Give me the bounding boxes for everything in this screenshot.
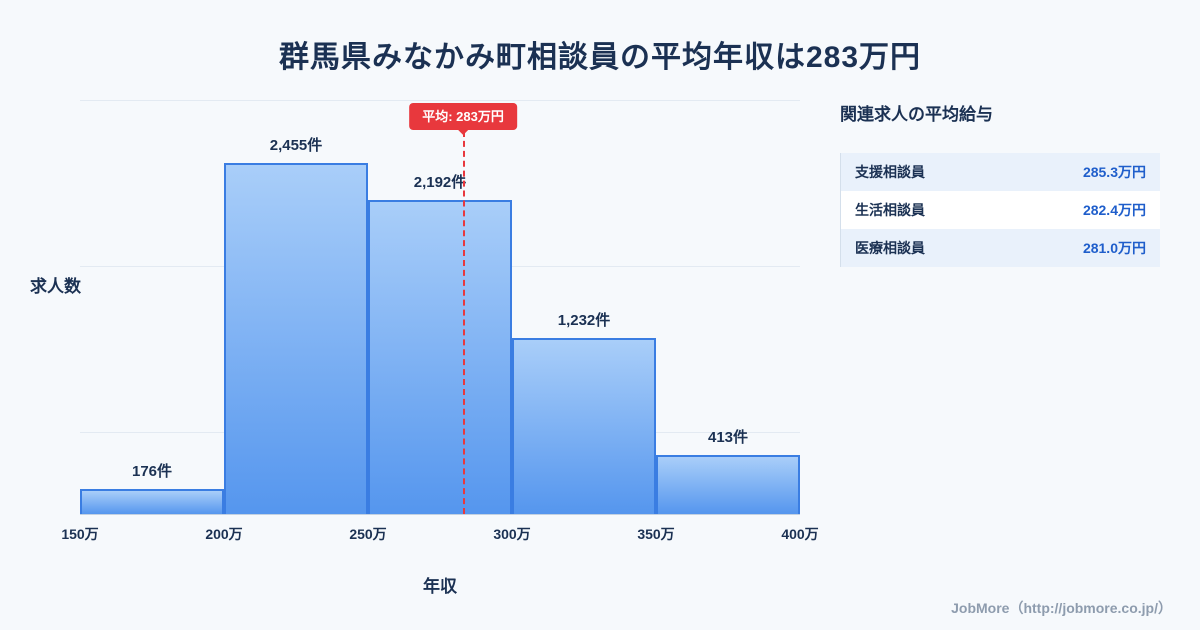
- x-axis-label: 年収: [423, 577, 457, 596]
- x-tick-label: 350万: [637, 526, 675, 542]
- salary-table: 支援相談員 285.3万円生活相談員 282.4万円医療相談員 281.0万円: [840, 153, 1160, 267]
- salary-row-label: 医療相談員: [855, 240, 925, 256]
- x-tick-label: 200万: [205, 526, 243, 542]
- x-tick-label: 150万: [61, 526, 99, 542]
- gridline: [80, 100, 800, 101]
- bar-value-label: 2,455件: [269, 137, 323, 154]
- salary-row: 生活相談員 282.4万円: [841, 191, 1160, 229]
- page-title: 群馬県みなかみ町相談員の平均年収は283万円: [278, 41, 922, 74]
- x-tick-label: 250万: [349, 526, 387, 542]
- salary-row-value: 282.4万円: [1082, 202, 1146, 218]
- related-salary-panel: 関連求人の平均給与 支援相談員 285.3万円生活相談員 282.4万円医療相談員 2…: [840, 100, 1160, 267]
- bar-value-label: 1,232件: [557, 312, 611, 329]
- bar-value-label: 2,192件: [413, 174, 467, 191]
- y-axis-label: 求人数: [30, 277, 81, 296]
- average-badge: 平均: 283万円: [409, 103, 517, 130]
- salary-row: 支援相談員 285.3万円: [841, 153, 1160, 191]
- salary-row-label: 支援相談員: [855, 164, 925, 180]
- x-tick-label: 300万: [493, 526, 531, 542]
- salary-row-label: 生活相談員: [855, 202, 925, 218]
- panel-title: 関連求人の平均給与: [840, 105, 993, 124]
- histogram-bar: [224, 163, 368, 514]
- bar-value-label: 413件: [707, 429, 749, 446]
- x-axis-ticks: 150万 200万 250万 300万 350万 400万: [61, 524, 818, 544]
- histogram-bar: [368, 200, 512, 514]
- plot-area: 176件 2,455件 2,192件 1,232件 413件 平均: 283万円: [80, 100, 800, 515]
- average-line: [463, 131, 466, 514]
- x-tick-label: 400万: [781, 526, 819, 542]
- bar-value-label: 176件: [131, 463, 173, 480]
- footer-credit: JobMore（http://jobmore.co.jp/）: [951, 600, 1172, 616]
- histogram-bar: [80, 489, 224, 514]
- histogram-bar: [512, 338, 656, 514]
- histogram-bar: [656, 455, 800, 514]
- salary-row-value: 281.0万円: [1082, 240, 1146, 256]
- salary-row: 医療相談員 281.0万円: [841, 229, 1160, 267]
- salary-row-value: 285.3万円: [1082, 164, 1146, 180]
